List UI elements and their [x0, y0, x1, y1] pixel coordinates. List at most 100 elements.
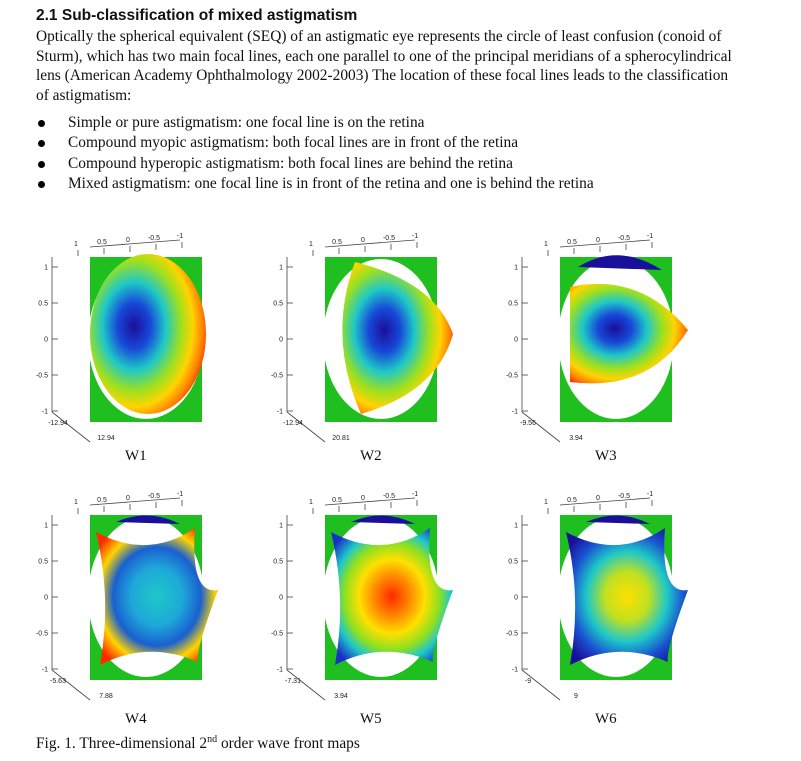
axis-tick-label: -1 — [647, 491, 653, 498]
axis-tick-label: 0.5 — [38, 559, 48, 566]
axis-tick-label: 0.5 — [508, 559, 518, 566]
axis-tick-label: 0 — [126, 237, 130, 244]
axis-tick-label: -1 — [412, 233, 418, 240]
axis-tick-label: 0 — [514, 595, 518, 602]
z-max-label: 9 — [574, 693, 578, 700]
axis-tick-label: 0.5 — [273, 559, 283, 566]
axis-tick-label: -0.5 — [148, 235, 160, 242]
axis-tick-label: 0.5 — [567, 497, 577, 504]
classification-list: Simple or pure astigmatism: one focal li… — [36, 113, 594, 194]
axis-tick-label: 1 — [514, 265, 518, 272]
wavefront-panel-w5: 1 0.5 0 -0.5 -1 1 0.5 0 -0.5 -1 -7.31 3.94 W5 — [265, 480, 515, 740]
axis-tick-label: 0 — [44, 337, 48, 344]
axis-tick-label: -1 — [512, 409, 518, 416]
axis-tick-label: 0.5 — [332, 497, 342, 504]
panel-label: W6 — [595, 711, 617, 727]
axis-tick-label: 1 — [74, 499, 78, 506]
wavefront-surface — [570, 283, 688, 384]
wavefront-plot: 10.50-0.5-11 0.5 0 -0.5 -1-5.637.88 — [36, 491, 218, 701]
axis-tick-label: 0.5 — [567, 239, 577, 246]
axis-tick-label: -0.5 — [618, 493, 630, 500]
axis-tick-label: 0 — [596, 237, 600, 244]
list-item: Compound hyperopic astigmatism: both foc… — [36, 154, 594, 174]
axis-tick-label: -0.5 — [271, 631, 283, 638]
z-max-label: 20.81 — [332, 435, 350, 442]
axis-tick-label: -0.5 — [36, 631, 48, 638]
z-min-label: -9.56 — [520, 420, 536, 427]
wavefront-surface — [90, 254, 206, 414]
wavefront-surface — [331, 528, 453, 665]
wavefront-surface — [342, 262, 453, 414]
z-min-label: -7.31 — [285, 678, 301, 685]
axis-tick-label: 0 — [361, 237, 365, 244]
axis-tick-label: 1 — [279, 265, 283, 272]
axis-tick-label: -0.5 — [36, 373, 48, 380]
z-min-label: -12.94 — [48, 420, 68, 427]
wavefront-surface — [566, 528, 688, 665]
axis-tick-label: 1 — [279, 523, 283, 530]
wavefront-panel-w1: 1 0.5 0 -0.5 -1 1 0.5 0 -0.5 -1 -12.94 12.94 W1 — [30, 222, 280, 482]
axis-tick-label: 0.5 — [332, 239, 342, 246]
wavefront-surface — [96, 528, 218, 665]
list-item: Mixed astigmatism: one focal line is in … — [36, 174, 594, 194]
list-item: Compound myopic astigmatism: both focal … — [36, 133, 594, 153]
z-max-label: 3.94 — [569, 435, 583, 442]
axis-tick-label: 0 — [44, 595, 48, 602]
axis-tick-label: 0 — [126, 495, 130, 502]
panel-label: W5 — [360, 711, 382, 727]
z-min-label: -12.94 — [283, 420, 303, 427]
section-heading: 2.1 Sub-classification of mixed astigmat… — [36, 7, 358, 24]
axis-tick-label: -1 — [42, 409, 48, 416]
body-paragraph: Optically the spherical equivalent (SEQ)… — [36, 28, 732, 104]
axis-tick-label: 1 — [44, 523, 48, 530]
axis-tick-label: -1 — [177, 491, 183, 498]
panel-label: W2 — [360, 448, 382, 464]
wavefront-panel-w4: 1 0.5 0 -0.5 -1 1 0.5 0 -0.5 -1 -5.63 7.88 W4 — [30, 480, 280, 740]
axis-tick-label: 0 — [279, 595, 283, 602]
z-min-label: -9 — [525, 678, 531, 685]
axis-tick-label: 1 — [544, 241, 548, 248]
axis-tick-label: -1 — [277, 409, 283, 416]
z-max-label: 12.94 — [97, 435, 115, 442]
axis-tick-label: -0.5 — [506, 631, 518, 638]
axis-tick-label: -1 — [177, 233, 183, 240]
axis-tick-label: 1 — [309, 499, 313, 506]
axis-tick-label: -0.5 — [618, 235, 630, 242]
panel-label: W4 — [125, 711, 147, 727]
axis-tick-label: 0 — [361, 495, 365, 502]
z-min-label: -5.63 — [50, 678, 66, 685]
axis-tick-label: 0.5 — [97, 497, 107, 504]
axis-tick-label: 1 — [514, 523, 518, 530]
axis-tick-label: -1 — [277, 667, 283, 674]
wavefront-panel-w3: 1 0.5 0 -0.5 -1 1 0.5 0 -0.5 -1 -9.56 3.94 W3 — [500, 222, 750, 482]
z-max-label: 3.94 — [334, 693, 348, 700]
axis-tick-label: -0.5 — [271, 373, 283, 380]
axis-tick-label: -0.5 — [148, 493, 160, 500]
axis-tick-label: -1 — [647, 233, 653, 240]
z-max-label: 7.88 — [99, 693, 113, 700]
wavefront-panel-w2: 1 0.5 0 -0.5 -1 1 0.5 0 -0.5 -1 -12.94 20.81 W2 — [265, 222, 515, 482]
panel-label: W3 — [595, 448, 617, 464]
axis-tick-label: 1 — [544, 499, 548, 506]
figure-caption: Fig. 1. Three-dimensional 2nd order wave… — [36, 734, 360, 753]
wavefront-panel-w6: 1 0.5 0 -0.5 -1 1 0.5 0 -0.5 -1 -9 9 W6 — [500, 480, 750, 740]
axis-tick-label: 1 — [309, 241, 313, 248]
axis-tick-label: 0.5 — [273, 301, 283, 308]
axis-tick-label: -0.5 — [506, 373, 518, 380]
axis-tick-label: -1 — [412, 491, 418, 498]
axis-tick-label: 1 — [44, 265, 48, 272]
axis-tick-label: 0 — [279, 337, 283, 344]
wavefront-plot: 10.50-0.5-11 0.5 0 -0.5 -1-9.563.94 — [506, 233, 688, 443]
axis-tick-label: 0.5 — [508, 301, 518, 308]
axis-tick-label: 0 — [514, 337, 518, 344]
axis-tick-label: -1 — [42, 667, 48, 674]
axis-tick-label: -0.5 — [383, 493, 395, 500]
axis-tick-label: -1 — [512, 667, 518, 674]
wavefront-plot: 10.50-0.5-11 0.5 0 -0.5 -1-7.313.94 — [271, 491, 453, 701]
axis-tick-label: 1 — [74, 241, 78, 248]
axis-tick-label: 0.5 — [97, 239, 107, 246]
axis-tick-label: -0.5 — [383, 235, 395, 242]
axis-tick-label: 0 — [596, 495, 600, 502]
panel-label: W1 — [125, 448, 147, 464]
